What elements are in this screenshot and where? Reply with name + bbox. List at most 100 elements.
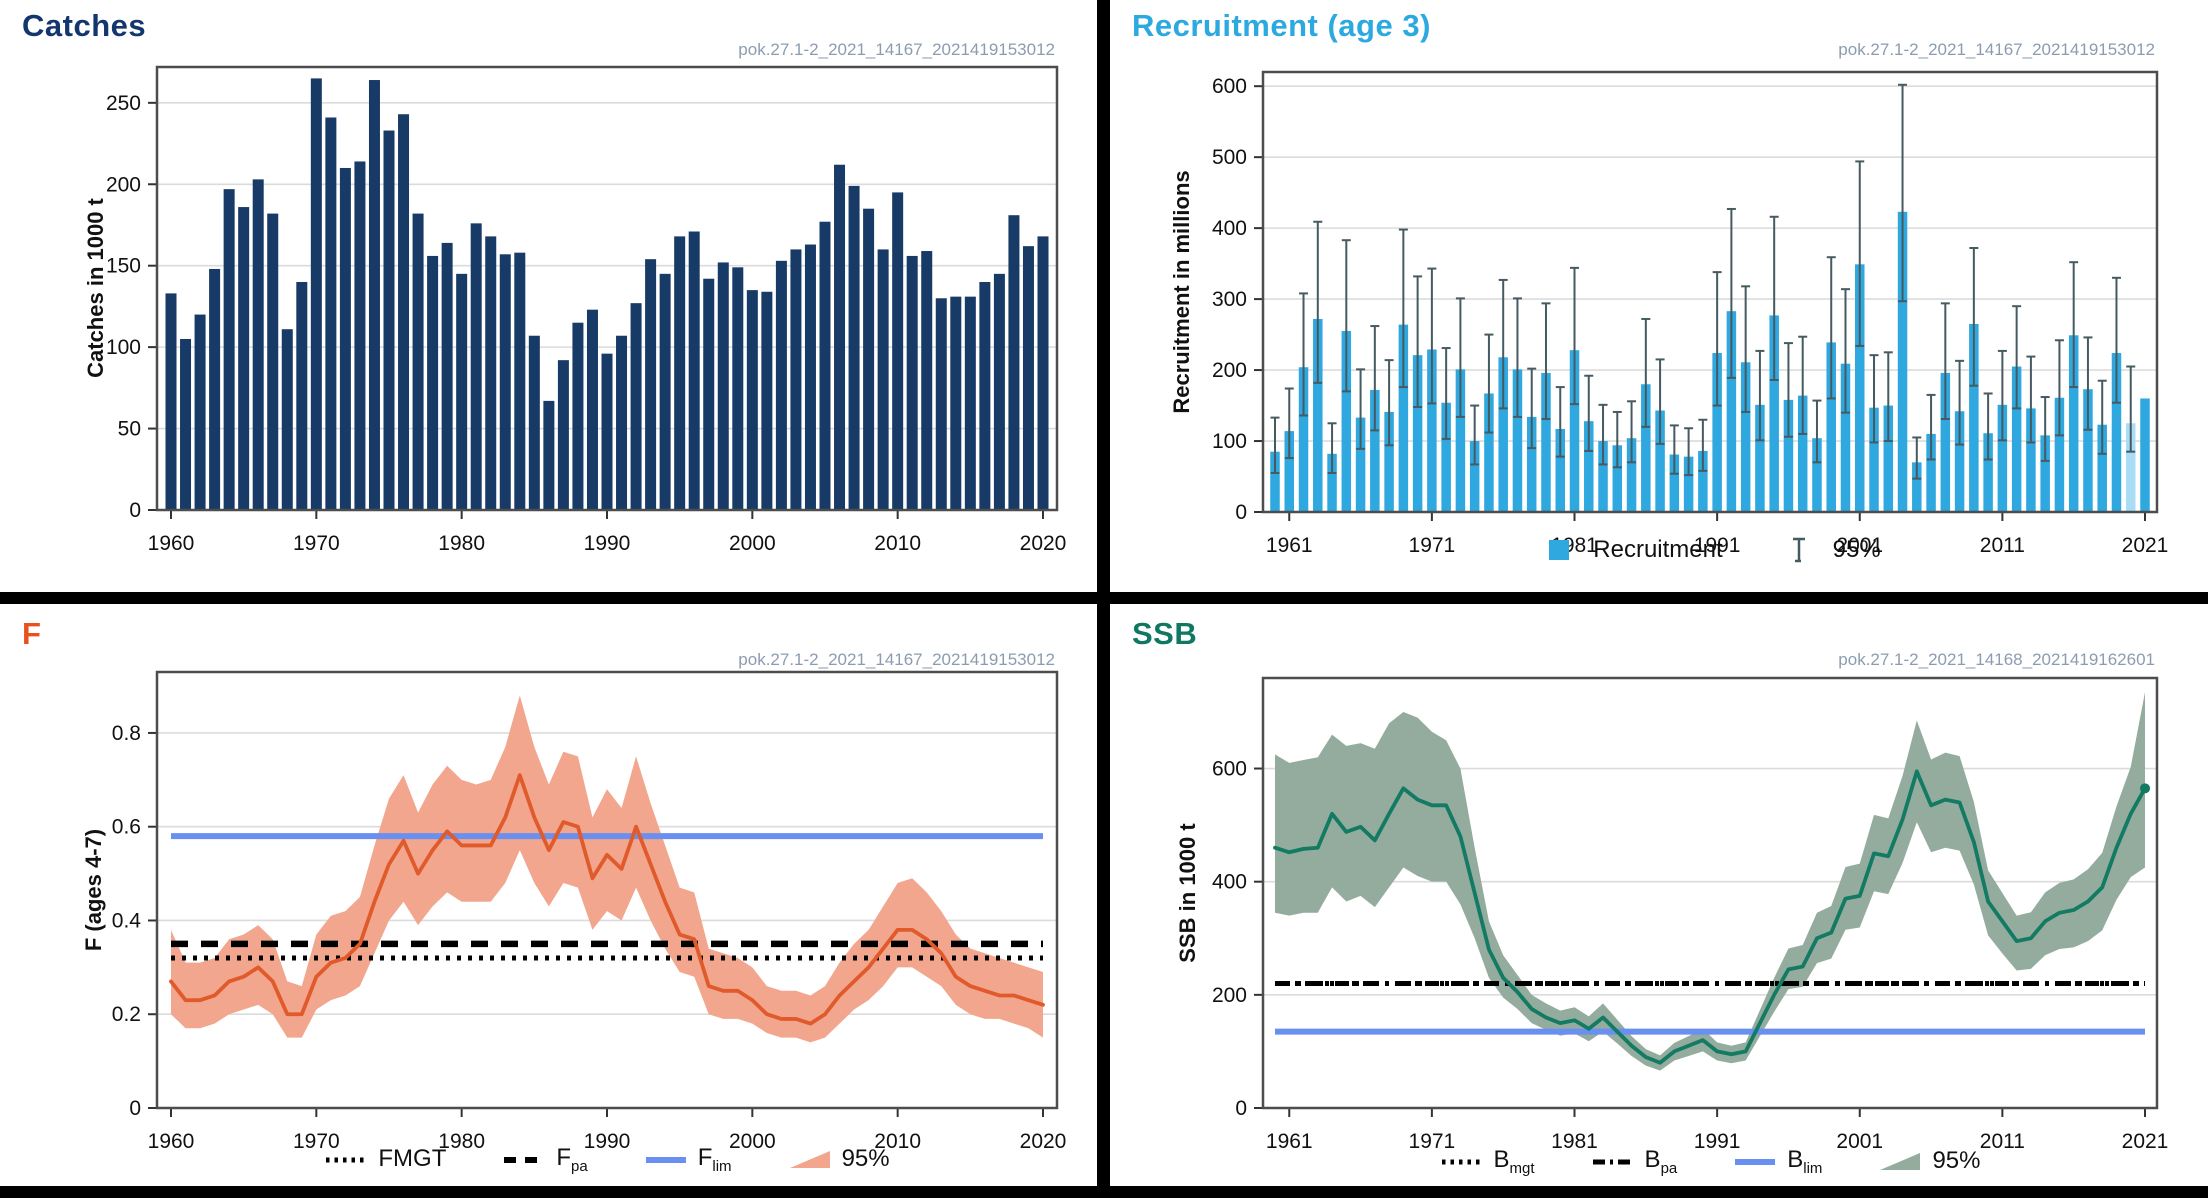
svg-text:400: 400 [1212, 217, 1247, 240]
recruitment-gridlines [1263, 85, 2157, 442]
svg-text:1991: 1991 [1694, 534, 1741, 557]
bar [1712, 353, 1722, 512]
ssb-endpoint-dot [2140, 783, 2150, 794]
bar [223, 189, 235, 510]
f-y-axis-label: F (ages 4-7) [81, 828, 106, 952]
legend-label: 95% [1932, 1146, 1981, 1174]
bar [470, 223, 482, 510]
bar [1037, 236, 1049, 510]
bar [1769, 315, 1779, 512]
bar [1327, 453, 1337, 512]
errorbar-swatch-icon [1792, 537, 1805, 563]
bar [1384, 411, 1394, 512]
solid-blue-swatch-icon [645, 1156, 686, 1163]
bar [296, 281, 308, 510]
bar [1954, 411, 1965, 512]
bar [2068, 335, 2079, 512]
svg-text:2020: 2020 [1020, 532, 1067, 555]
bar [1883, 405, 1894, 512]
recruitment-title: Recruitment (age 3) [1132, 8, 1431, 43]
f-plot-frame [155, 670, 1059, 1110]
bar [2011, 366, 2022, 512]
bar [1284, 431, 1295, 512]
bar [1355, 417, 1366, 512]
bar [1669, 454, 1680, 512]
svg-text:1970: 1970 [293, 1130, 340, 1153]
catches-title: Catches [22, 8, 147, 43]
f-subtitle: pok.27.1-2_2021_14167_2021419153012 [738, 650, 1055, 669]
svg-text:500: 500 [1212, 146, 1247, 169]
svg-text:2010: 2010 [874, 532, 921, 555]
svg-text:1961: 1961 [1266, 1130, 1313, 1153]
recruitment-legend: Recruitment 95% [1263, 536, 2157, 564]
bar [1484, 393, 1494, 512]
svg-text:200: 200 [106, 173, 141, 196]
legend-label: Bpa [1644, 1146, 1678, 1177]
bar [267, 213, 279, 511]
legend-item: 95% [1779, 536, 1881, 564]
ssb-chart: 0 200 400 600 1961 1971 1981 1991 2001 2011 2021 [1212, 676, 2168, 1153]
bar [1584, 421, 1594, 512]
bar [325, 117, 337, 511]
bar [993, 273, 1005, 510]
bar [1598, 441, 1608, 512]
ssb-axes: 0 200 400 600 1961 1971 1981 1991 2001 2011 2021 [1212, 758, 2168, 1153]
ssb-panel: 0 200 400 600 1961 1971 1981 1991 2001 2011 2021 S… [1110, 604, 2208, 1186]
bar [1626, 438, 1637, 512]
svg-text:0.6: 0.6 [112, 816, 141, 839]
recruitment-y-axis-label: Recruitment in millions [1169, 170, 1194, 414]
bar [703, 278, 715, 510]
bar [194, 314, 206, 510]
bar [1298, 367, 1309, 512]
ssb-confidence-band [1275, 692, 2145, 1071]
svg-text:250: 250 [106, 92, 141, 115]
svg-text:0: 0 [129, 1097, 141, 1120]
bar [863, 208, 875, 510]
bar [906, 255, 918, 510]
svg-text:1981: 1981 [1551, 1130, 1598, 1153]
legend-item: Fpa [502, 1144, 588, 1174]
svg-text:0: 0 [129, 499, 141, 522]
bar [979, 281, 991, 510]
svg-text:0: 0 [1235, 501, 1247, 524]
svg-text:0.8: 0.8 [112, 722, 141, 745]
bar [1683, 456, 1694, 512]
band-swatch-icon [789, 1150, 830, 1168]
catches-y-axis-label: Catches in 1000 t [83, 198, 108, 378]
svg-text:2000: 2000 [729, 532, 776, 555]
svg-text:2000: 2000 [729, 1130, 776, 1153]
bar [761, 291, 773, 510]
bar [1512, 369, 1523, 512]
svg-text:2001: 2001 [1836, 1130, 1883, 1153]
bar [630, 303, 642, 510]
bar [543, 400, 555, 510]
recruitment-panel: 0 100 200 300 400 500 600 1961 1971 1981 1991 2001 2… [1110, 0, 2208, 592]
svg-text:100: 100 [106, 336, 141, 359]
f-title: F [22, 616, 42, 651]
svg-text:50: 50 [118, 418, 141, 441]
svg-text:0: 0 [1235, 1097, 1247, 1120]
bar [2111, 353, 2122, 512]
bar [252, 179, 264, 511]
bar [1370, 389, 1380, 512]
svg-text:200: 200 [1212, 359, 1247, 382]
bar [819, 221, 831, 511]
ssb-legend: Bmgt Bpa Blim 95% [1263, 1146, 2157, 1176]
svg-text:1980: 1980 [438, 532, 485, 555]
svg-text:2011: 2011 [1980, 1130, 2025, 1153]
f-panel: 0 0.2 0.4 0.6 0.8 1960 1970 1980 1990 2000 2010 202… [0, 604, 1097, 1186]
bar [1969, 323, 1979, 512]
bar [238, 207, 250, 511]
bar [514, 252, 526, 510]
legend-label: 95% [841, 1144, 890, 1172]
bar [790, 249, 802, 511]
bar [1740, 362, 1751, 512]
bar [2054, 397, 2065, 512]
svg-text:150: 150 [106, 255, 141, 278]
svg-text:1991: 1991 [1694, 1130, 1741, 1153]
bar [848, 185, 860, 511]
bar [499, 254, 511, 510]
dotted-swatch-icon [1441, 1159, 1482, 1165]
